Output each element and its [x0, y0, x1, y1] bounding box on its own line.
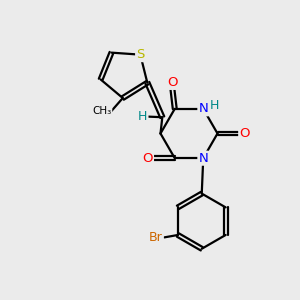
Text: O: O [167, 76, 178, 89]
Text: S: S [136, 48, 145, 61]
Text: O: O [142, 152, 153, 165]
Text: Br: Br [149, 231, 163, 244]
Text: N: N [198, 102, 208, 115]
Text: N: N [198, 152, 208, 165]
Text: H: H [210, 99, 219, 112]
Text: CH₃: CH₃ [92, 106, 111, 116]
Text: H: H [138, 110, 148, 123]
Text: O: O [239, 127, 250, 140]
